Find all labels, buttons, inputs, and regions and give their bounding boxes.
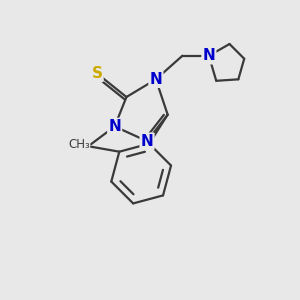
Text: CH₃: CH₃ <box>68 138 90 151</box>
Text: N: N <box>141 134 153 149</box>
Text: N: N <box>149 72 162 87</box>
Text: S: S <box>92 66 103 81</box>
Text: N: N <box>108 119 121 134</box>
Text: Cl: Cl <box>68 136 85 152</box>
Text: N: N <box>202 48 215 63</box>
